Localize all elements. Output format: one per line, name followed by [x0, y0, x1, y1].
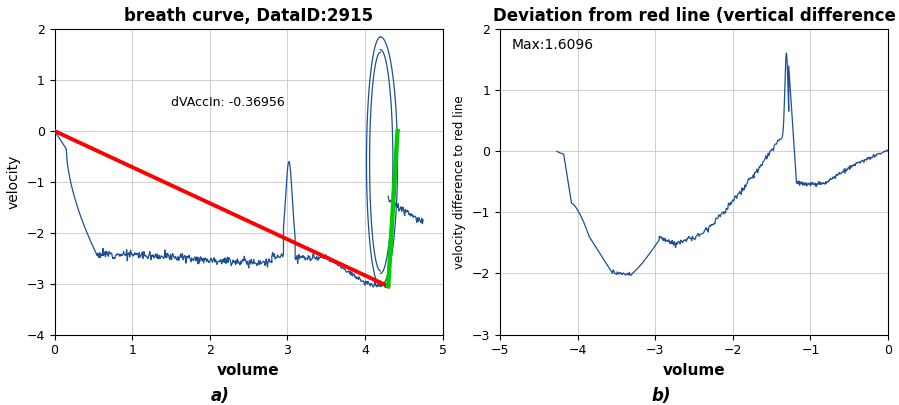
Text: a): a) — [211, 387, 229, 405]
Text: b): b) — [651, 387, 671, 405]
Text: dVAccIn: -0.36956: dVAccIn: -0.36956 — [171, 96, 285, 109]
Text: Max:1.6096: Max:1.6096 — [512, 38, 594, 52]
X-axis label: volume: volume — [218, 363, 280, 378]
Y-axis label: velocity: velocity — [7, 155, 21, 209]
X-axis label: volume: volume — [663, 363, 725, 378]
Title: breath curve, DataID:2915: breath curve, DataID:2915 — [124, 7, 373, 25]
Title: Deviation from red line (vertical difference: Deviation from red line (vertical differ… — [493, 7, 895, 25]
Y-axis label: velocity difference to red line: velocity difference to red line — [453, 95, 467, 269]
